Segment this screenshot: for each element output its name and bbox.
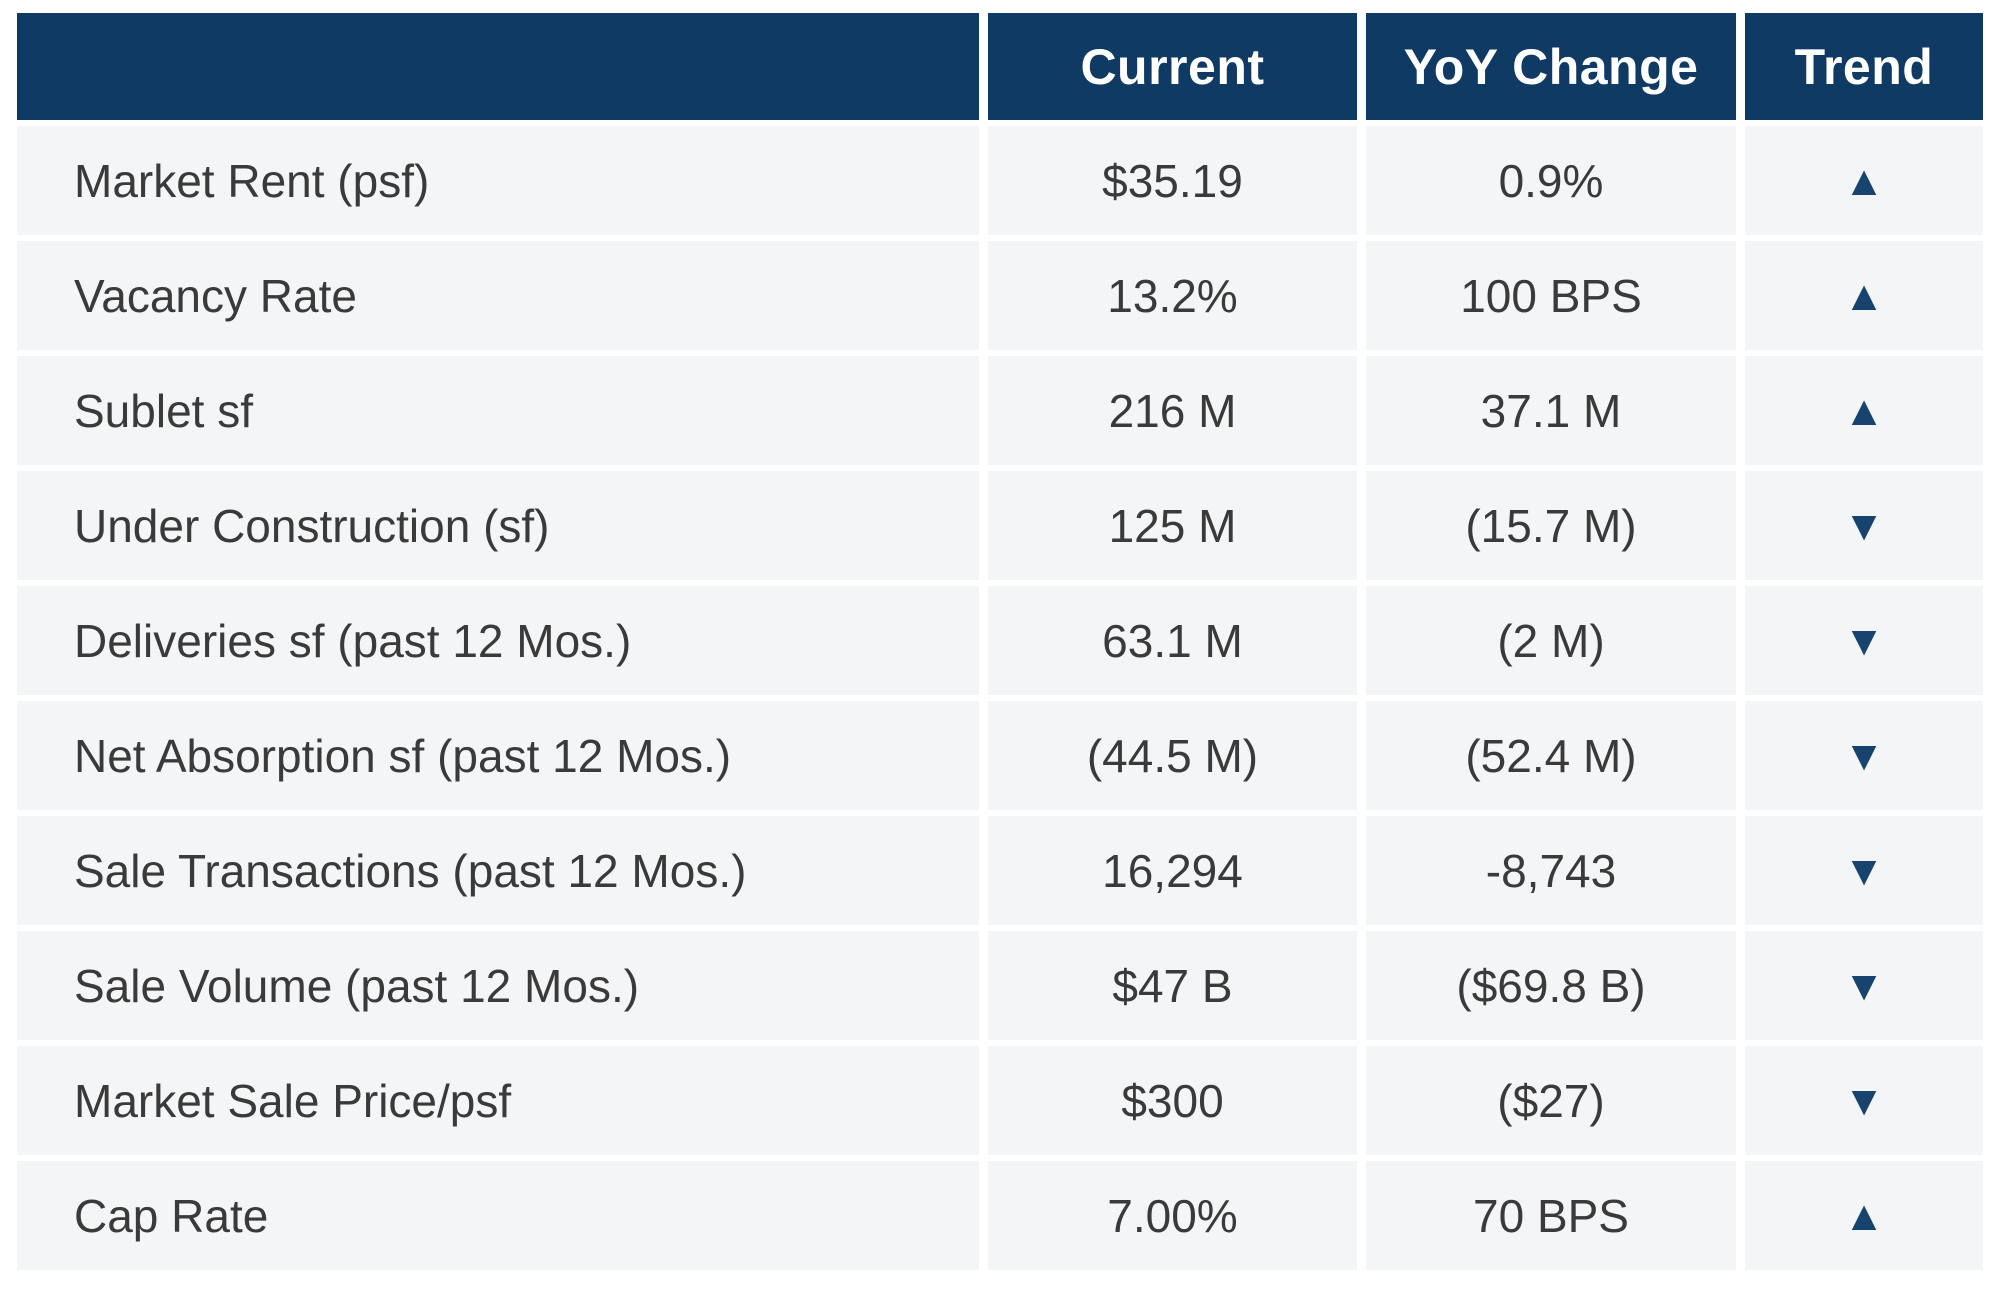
trend-up-triangle-icon: ▲ (1745, 241, 1983, 350)
yoy-value: -8,743 (1366, 816, 1736, 925)
yoy-value: 0.9% (1366, 126, 1736, 235)
header-cell-metric (17, 13, 979, 120)
current-value: $47 B (988, 931, 1357, 1040)
metric-label: Vacancy Rate (17, 241, 979, 350)
trend-down-triangle-icon: ▼ (1745, 586, 1983, 695)
yoy-value: (15.7 M) (1366, 471, 1736, 580)
metric-label: Market Sale Price/psf (17, 1046, 979, 1155)
header-cell-yoy-change: YoY Change (1366, 13, 1736, 120)
current-value: (44.5 M) (988, 701, 1357, 810)
trend-down-triangle-icon: ▼ (1745, 931, 1983, 1040)
metric-label: Cap Rate (17, 1161, 979, 1270)
current-value: 216 M (988, 356, 1357, 465)
current-value: 16,294 (988, 816, 1357, 925)
current-value: $300 (988, 1046, 1357, 1155)
yoy-value: 100 BPS (1366, 241, 1736, 350)
trend-up-triangle-icon: ▲ (1745, 126, 1983, 235)
current-value: $35.19 (988, 126, 1357, 235)
metric-label: Under Construction (sf) (17, 471, 979, 580)
metric-label: Market Rent (psf) (17, 126, 979, 235)
trend-down-triangle-icon: ▼ (1745, 471, 1983, 580)
metric-label: Net Absorption sf (past 12 Mos.) (17, 701, 979, 810)
header-cell-current: Current (988, 13, 1357, 120)
metric-label: Sale Volume (past 12 Mos.) (17, 931, 979, 1040)
current-value: 13.2% (988, 241, 1357, 350)
trend-up-triangle-icon: ▲ (1745, 1161, 1983, 1270)
trend-up-triangle-icon: ▲ (1745, 356, 1983, 465)
metric-label: Sale Transactions (past 12 Mos.) (17, 816, 979, 925)
yoy-value: 70 BPS (1366, 1161, 1736, 1270)
yoy-value: (52.4 M) (1366, 701, 1736, 810)
trend-down-triangle-icon: ▼ (1745, 701, 1983, 810)
current-value: 7.00% (988, 1161, 1357, 1270)
market-stats-table: Current YoY Change Trend Market Rent (ps… (17, 13, 1983, 1270)
yoy-value: ($27) (1366, 1046, 1736, 1155)
header-cell-trend: Trend (1745, 13, 1983, 120)
trend-down-triangle-icon: ▼ (1745, 1046, 1983, 1155)
current-value: 63.1 M (988, 586, 1357, 695)
current-value: 125 M (988, 471, 1357, 580)
metric-label: Sublet sf (17, 356, 979, 465)
yoy-value: 37.1 M (1366, 356, 1736, 465)
trend-down-triangle-icon: ▼ (1745, 816, 1983, 925)
metric-label: Deliveries sf (past 12 Mos.) (17, 586, 979, 695)
yoy-value: (2 M) (1366, 586, 1736, 695)
yoy-value: ($69.8 B) (1366, 931, 1736, 1040)
